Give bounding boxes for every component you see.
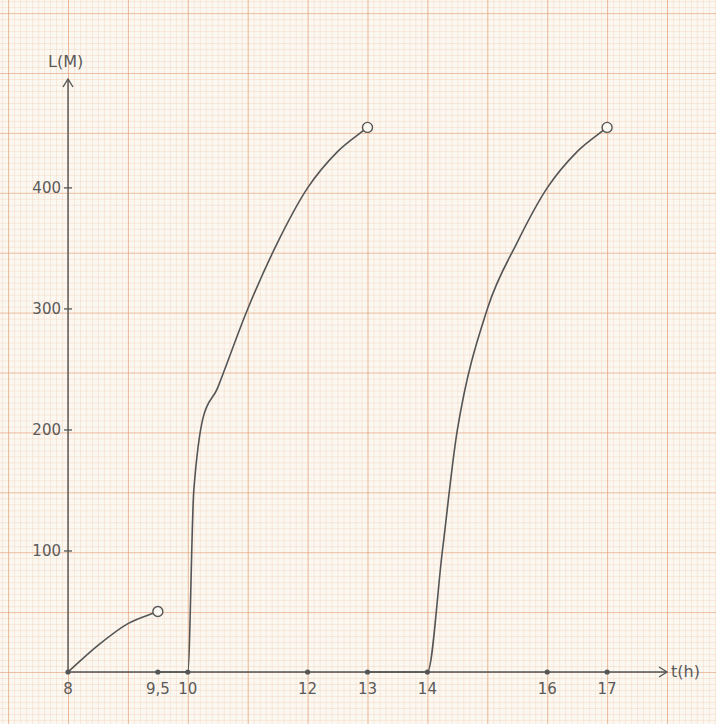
graph-paper-major — [0, 0, 716, 724]
y-tick-label: 400 — [32, 179, 61, 197]
y-axis — [67, 79, 68, 672]
x-tick-label: 14 — [418, 680, 437, 698]
plot-area — [68, 122, 612, 672]
x-tick-label: 16 — [538, 680, 557, 698]
x-tick — [605, 669, 610, 674]
x-tick-label: 13 — [358, 680, 377, 698]
end-marker — [602, 122, 612, 132]
x-tick-label: 17 — [598, 680, 617, 698]
x-tick-label: 12 — [298, 680, 317, 698]
y-axis-title: L(M) — [48, 52, 83, 71]
line — [68, 127, 607, 672]
x-tick — [305, 669, 310, 674]
x-axis-title: t(h) — [671, 662, 700, 681]
end-marker — [153, 606, 163, 616]
x-tick-label: 9,5 — [146, 680, 170, 698]
x-tick — [545, 669, 550, 674]
y-tick — [64, 429, 72, 430]
end-marker — [363, 122, 373, 132]
y-arrow — [63, 79, 73, 87]
x-tick-label: 8 — [63, 680, 73, 698]
y-tick — [64, 308, 72, 309]
y-tick-label: 300 — [32, 300, 61, 318]
graph-paper-minor — [0, 0, 716, 724]
chart: L(M) t(h) 8 9,5 10 12 13 14 16 17 100 200 300 400 — [0, 0, 716, 724]
x-arrow — [659, 667, 667, 677]
y-tick-label: 200 — [32, 421, 61, 439]
y-tick — [64, 187, 72, 188]
y-tick-label: 100 — [32, 542, 61, 560]
x-tick-label: 10 — [178, 680, 197, 698]
y-tick — [64, 550, 72, 551]
